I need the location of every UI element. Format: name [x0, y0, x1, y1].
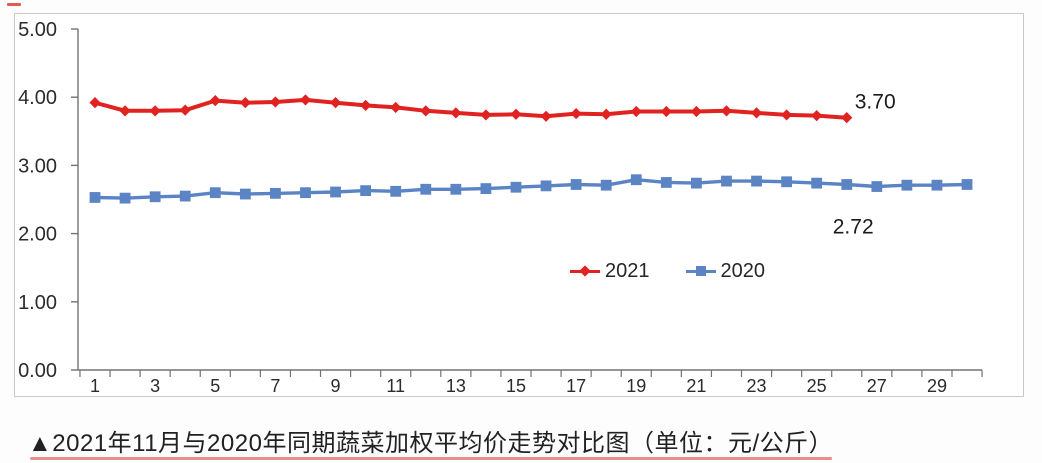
- x-tick-label: 29: [927, 376, 947, 396]
- series-2021-marker: [570, 107, 582, 120]
- red-dash-artifact: [7, 3, 21, 6]
- series-2021-marker: [209, 95, 221, 107]
- series-2021-marker: [540, 110, 552, 122]
- x-tick-label: 19: [626, 376, 646, 396]
- series-2020-marker: [450, 183, 462, 195]
- legend-label: 2021: [605, 260, 650, 282]
- x-tick-label: 3: [150, 376, 160, 396]
- series-2020-marker: [570, 179, 582, 190]
- series-2020-marker: [540, 180, 552, 192]
- chart-legend: 2021 2020: [570, 261, 765, 281]
- y-tick-label: 0.00: [18, 360, 57, 382]
- series-2020-marker: [931, 179, 943, 191]
- series-2020-marker: [480, 183, 492, 194]
- series-2020-marker: [119, 192, 131, 204]
- legend-item-2020: 2020: [685, 260, 766, 282]
- x-tick-label: 1: [90, 376, 100, 396]
- y-tick-label: 4.00: [18, 87, 57, 109]
- series-2021-marker: [480, 109, 492, 121]
- series-2021-marker: [450, 107, 462, 119]
- series-2021-marker: [660, 105, 672, 118]
- series-2020-marker: [871, 181, 883, 192]
- data-label-2020: 2.72: [833, 215, 874, 238]
- series-2020-marker: [330, 186, 341, 198]
- x-tick-label: 11: [386, 376, 405, 396]
- series-2021-marker: [630, 105, 642, 118]
- series-2020-marker: [630, 174, 642, 186]
- y-tick-label: 2.00: [18, 224, 57, 246]
- series-2021-marker: [720, 105, 733, 117]
- series-2020-marker: [360, 185, 372, 197]
- series-2020-marker: [961, 179, 973, 190]
- caption-underline: [30, 457, 832, 460]
- series-2021-marker: [179, 104, 191, 116]
- x-tick-label: 27: [867, 376, 887, 396]
- series-2021-marker: [841, 112, 853, 124]
- series-2021-marker: [600, 108, 612, 120]
- series-2020-marker: [781, 176, 793, 188]
- series-2020-marker: [841, 179, 853, 190]
- x-tick-label: 17: [566, 376, 586, 396]
- x-tick-label: 23: [747, 376, 767, 396]
- series-2020-marker: [510, 181, 522, 193]
- legend-square-icon: [685, 264, 716, 278]
- series-2020-marker: [300, 187, 311, 199]
- series-2020-marker: [901, 179, 913, 191]
- series-2021-marker: [89, 97, 101, 109]
- series-2020-marker: [721, 175, 732, 187]
- series-2020-marker: [179, 190, 191, 202]
- x-tick-label: 15: [506, 376, 526, 396]
- series-2021-marker: [390, 101, 402, 114]
- series-2021-marker: [690, 105, 702, 118]
- x-tick-label: 5: [210, 376, 220, 396]
- series-2020-marker: [209, 187, 221, 199]
- series-2021-marker: [329, 97, 342, 109]
- series-2020-marker: [89, 192, 101, 203]
- series-2020-marker: [270, 187, 281, 199]
- data-label-2021: 3.70: [855, 91, 896, 114]
- series-2021-marker: [119, 105, 131, 117]
- y-tick-label: 5.00: [18, 19, 57, 41]
- series-2021-marker: [781, 109, 793, 121]
- series-2020-marker: [660, 177, 672, 188]
- series-2020-marker: [751, 175, 762, 187]
- legend-diamond-icon: [570, 264, 600, 278]
- series-2021-marker: [510, 108, 522, 120]
- series-2021-marker: [360, 99, 372, 111]
- series-2021-marker: [420, 105, 432, 117]
- y-tick-label: 1.00: [18, 292, 57, 314]
- series-2020-marker: [811, 177, 823, 189]
- series-2021-marker: [149, 105, 161, 117]
- legend-item-2021: 2021: [570, 261, 650, 281]
- series-2021-marker: [269, 96, 282, 108]
- series-2020-marker: [691, 177, 702, 189]
- chart-frame: [14, 13, 1024, 397]
- x-tick-label: 25: [807, 376, 827, 396]
- series-2021-marker: [811, 110, 823, 122]
- series-2020-line: [93, 177, 969, 200]
- y-tick-label: 3.00: [18, 155, 57, 177]
- series-2020-marker: [239, 188, 251, 200]
- x-tick-label: 7: [270, 376, 280, 396]
- chart-caption: ▲2021年11月与2020年同期蔬菜加权平均价走势对比图（单位：元/公斤）: [28, 430, 834, 457]
- x-tick-label: 9: [331, 376, 341, 396]
- series-2020-marker: [390, 185, 402, 197]
- series-2021-marker: [239, 97, 251, 109]
- x-tick-label: 13: [446, 376, 466, 396]
- series-2020-marker: [600, 179, 612, 191]
- series-2021-marker: [299, 94, 312, 106]
- x-tick-label: 21: [686, 376, 706, 396]
- series-2021-line: [93, 97, 849, 120]
- series-2021-marker: [750, 107, 763, 119]
- series-2020-marker: [420, 183, 432, 195]
- legend-label: 2020: [720, 260, 766, 282]
- series-2020-marker: [149, 191, 161, 203]
